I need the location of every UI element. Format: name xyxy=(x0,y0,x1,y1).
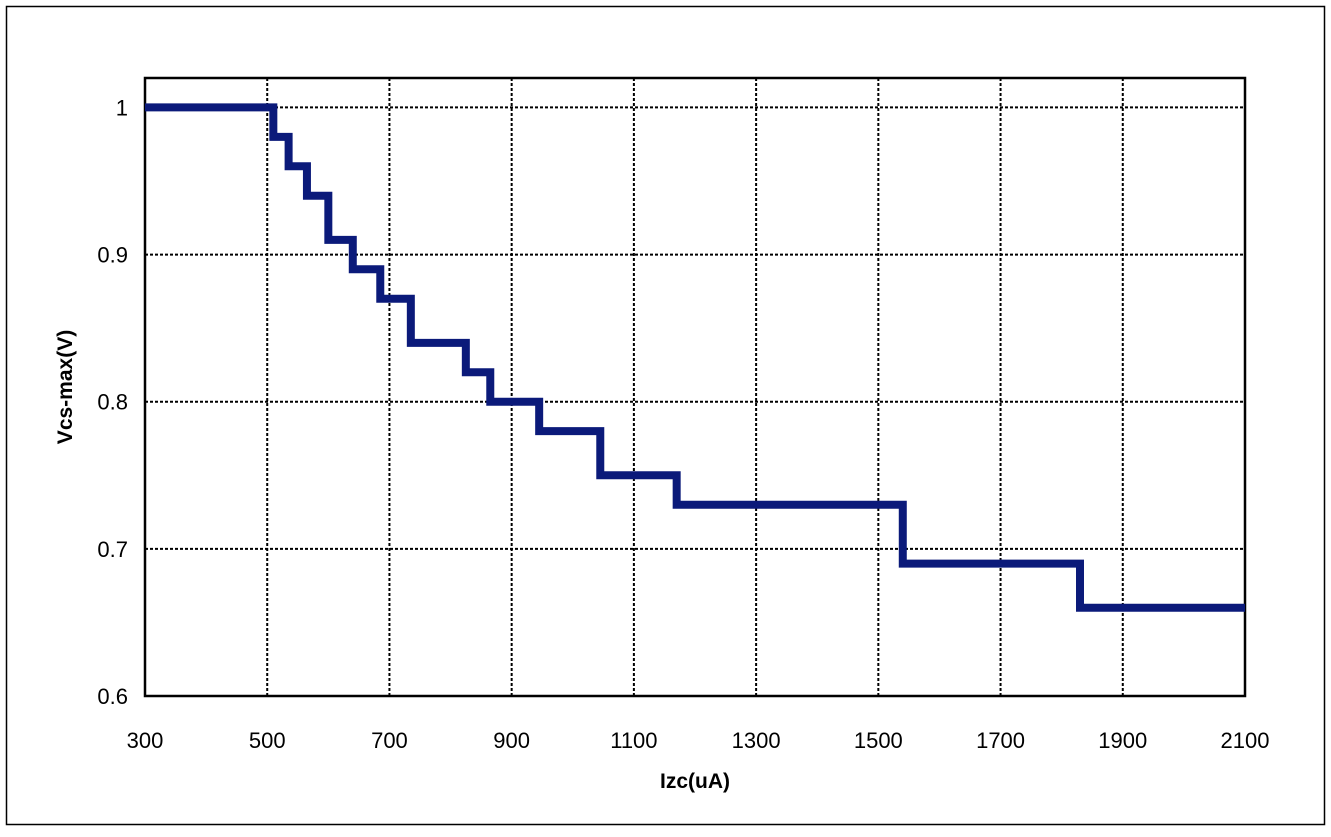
x-tick-label: 900 xyxy=(493,728,530,753)
y-axis-title: Vcs-max(V) xyxy=(54,330,77,444)
x-tick-label: 1500 xyxy=(854,728,903,753)
series-layer xyxy=(145,103,1245,612)
x-tick-label: 300 xyxy=(127,728,164,753)
x-tick-label: 700 xyxy=(371,728,408,753)
plot-area xyxy=(143,76,1247,698)
x-tick-label: 1300 xyxy=(732,728,781,753)
tick-labels: 300 500 700 900 1100 1300 1500 1700 1900 2100 0.6 0… xyxy=(97,95,1269,753)
x-tick-label: 2100 xyxy=(1221,728,1270,753)
y-tick-label: 0.8 xyxy=(97,390,128,415)
y-tick-label: 1 xyxy=(116,95,128,120)
x-tick-label: 500 xyxy=(249,728,286,753)
x-tick-label: 1700 xyxy=(976,728,1025,753)
series-line xyxy=(145,103,1245,612)
x-axis-title: Izc(uA) xyxy=(660,770,730,793)
y-tick-label: 0.7 xyxy=(97,537,128,562)
x-tick-label: 1900 xyxy=(1098,728,1147,753)
y-tick-label: 0.6 xyxy=(97,684,128,709)
chart-border xyxy=(5,5,1326,826)
x-tick-label: 1100 xyxy=(610,728,657,753)
y-tick-label: 0.9 xyxy=(97,243,128,268)
gridlines xyxy=(145,78,1245,696)
